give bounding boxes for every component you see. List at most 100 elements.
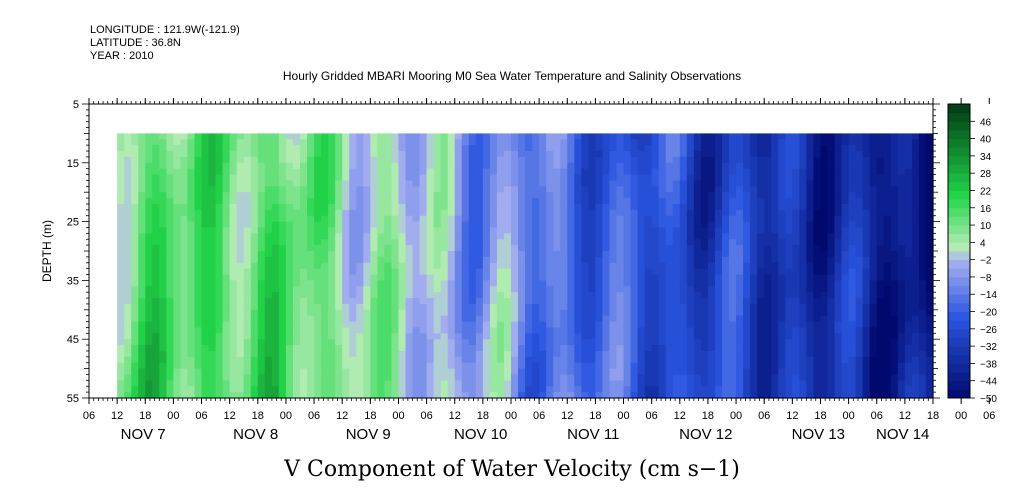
heatmap-cell xyxy=(686,386,695,393)
heatmap-cell xyxy=(686,350,695,358)
heatmap-cell xyxy=(166,162,174,170)
heatmap-cell xyxy=(391,392,400,399)
heatmap-cell xyxy=(257,186,266,193)
heatmap-cell xyxy=(693,292,702,299)
heatmap-cell xyxy=(475,251,484,258)
heatmap-cell xyxy=(644,233,653,240)
heatmap-cell xyxy=(848,309,857,317)
heatmap-cell xyxy=(412,362,421,370)
heatmap-cell xyxy=(208,215,217,223)
heatmap-cell xyxy=(124,386,132,393)
heatmap-cell xyxy=(665,215,674,223)
heatmap-cell xyxy=(426,251,435,258)
heatmap-cell xyxy=(159,292,167,299)
heatmap-cell xyxy=(314,239,322,246)
heatmap-cell xyxy=(356,168,364,176)
heatmap-cell xyxy=(180,292,189,299)
heatmap-cell xyxy=(630,215,639,223)
heatmap-cell xyxy=(363,268,371,276)
heatmap-cell xyxy=(194,280,203,287)
heatmap-cell xyxy=(208,380,217,387)
heatmap-cell xyxy=(292,256,301,264)
heatmap-cell xyxy=(447,380,456,387)
heatmap-cell xyxy=(173,280,182,287)
heatmap-cell xyxy=(722,239,730,246)
heatmap-cell xyxy=(799,268,807,276)
heatmap-cell xyxy=(152,368,160,376)
heatmap-cell xyxy=(159,356,167,364)
heatmap-cell xyxy=(482,339,491,346)
heatmap-cell xyxy=(412,156,421,164)
heatmap-cell xyxy=(152,162,160,170)
heatmap-cell xyxy=(714,151,723,158)
heatmap-cell xyxy=(567,198,575,205)
heatmap-cell xyxy=(616,392,625,399)
heatmap-cell xyxy=(236,298,245,305)
heatmap-cell xyxy=(841,315,850,323)
heatmap-cell xyxy=(433,221,442,229)
heatmap-cell xyxy=(764,203,772,211)
heatmap-cell xyxy=(215,156,224,164)
heatmap-cell xyxy=(855,168,864,176)
heatmap-cell xyxy=(862,239,871,246)
heatmap-cell xyxy=(278,386,287,393)
heatmap-cell xyxy=(384,186,393,193)
heatmap-cell xyxy=(623,245,632,252)
heatmap-cell xyxy=(349,145,357,152)
heatmap-cell xyxy=(707,292,716,299)
heatmap-cell xyxy=(433,133,442,140)
heatmap-cell xyxy=(883,309,892,317)
heatmap-cell xyxy=(187,192,196,199)
heatmap-cell xyxy=(433,298,442,305)
heatmap-cell xyxy=(363,345,371,352)
heatmap-cell xyxy=(574,339,582,346)
heatmap-cell xyxy=(215,374,224,381)
heatmap-cell xyxy=(328,339,336,346)
heatmap-cell xyxy=(384,251,393,258)
heatmap-cell xyxy=(764,151,772,158)
heatmap-cell xyxy=(117,362,125,370)
heatmap-cell xyxy=(806,145,815,152)
heatmap-cell xyxy=(511,292,519,299)
heatmap-cell xyxy=(736,186,744,193)
heatmap-cell xyxy=(194,362,203,370)
heatmap-cell xyxy=(757,315,765,323)
heatmap-cell xyxy=(581,298,589,305)
heatmap-cell xyxy=(623,374,632,381)
heatmap-cell xyxy=(609,268,618,276)
heatmap-cell xyxy=(342,362,350,370)
heatmap-cell xyxy=(138,203,146,211)
heatmap-cell xyxy=(588,374,596,381)
heatmap-cell xyxy=(686,145,695,152)
heatmap-cell xyxy=(637,203,646,211)
heatmap-cell xyxy=(693,174,702,182)
heatmap-cell xyxy=(173,345,182,352)
heatmap-cell xyxy=(581,292,589,299)
heatmap-cell xyxy=(236,256,245,264)
heatmap-cell xyxy=(574,145,582,152)
heatmap-cell xyxy=(736,315,744,323)
heatmap-cell xyxy=(496,333,505,340)
heatmap-cell xyxy=(370,145,378,152)
heatmap-cell xyxy=(278,209,287,217)
heatmap-cell xyxy=(665,233,674,240)
heatmap-cell xyxy=(173,268,182,276)
heatmap-cell xyxy=(848,192,857,199)
heatmap-cell xyxy=(778,233,786,240)
heatmap-cell xyxy=(173,256,182,264)
heatmap-cell xyxy=(595,280,604,287)
heatmap-cell xyxy=(883,315,892,323)
heatmap-cell xyxy=(117,145,125,152)
heatmap-cell xyxy=(532,268,540,276)
heatmap-cell xyxy=(665,268,674,276)
heatmap-cell xyxy=(820,145,829,152)
heatmap-cell xyxy=(356,139,364,146)
heatmap-cell xyxy=(792,262,800,270)
heatmap-cell xyxy=(602,262,611,270)
heatmap-cell xyxy=(672,245,681,252)
heatmap-cell xyxy=(440,227,449,234)
heatmap-cell xyxy=(300,256,308,264)
heatmap-cell xyxy=(264,280,273,287)
heatmap-cell xyxy=(700,174,709,182)
heatmap-cell xyxy=(771,251,779,258)
